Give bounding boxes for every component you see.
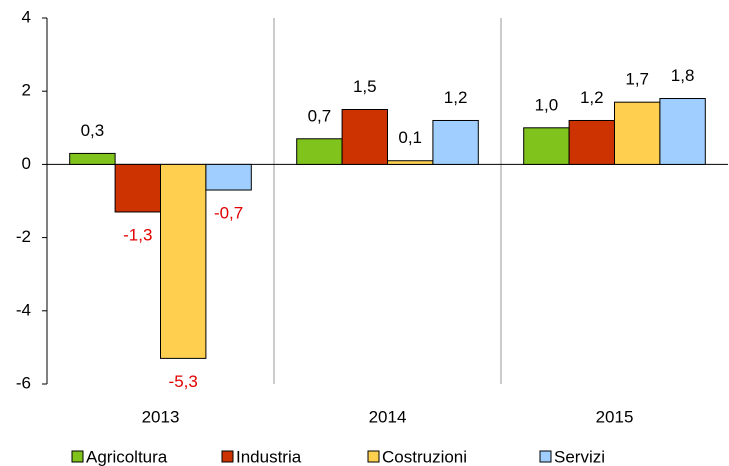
- y-tick-label: -6: [16, 373, 31, 392]
- legend-swatch: [539, 450, 552, 463]
- bar: [114, 163, 161, 213]
- value-label: -0,7: [214, 204, 243, 223]
- legend-label: Agricoltura: [86, 447, 168, 466]
- legend-swatch: [221, 450, 234, 463]
- value-label: 1,7: [625, 70, 649, 89]
- bar: [614, 101, 661, 165]
- legend-swatch: [367, 450, 380, 463]
- value-label: 1,2: [444, 88, 468, 107]
- value-label: 1,8: [671, 66, 695, 85]
- value-label: 1,0: [535, 95, 559, 114]
- x-tick-label: 2015: [596, 407, 634, 426]
- legend-swatch: [71, 450, 84, 463]
- bar: [387, 160, 434, 165]
- y-tick-label: 0: [22, 154, 31, 173]
- bar: [568, 119, 615, 165]
- legend-label: Servizi: [554, 447, 605, 466]
- bar: [523, 127, 570, 165]
- legend-label: Costruzioni: [382, 447, 467, 466]
- y-tick-label: -2: [16, 227, 31, 246]
- y-tick-label: 4: [22, 7, 31, 26]
- bar: [659, 98, 706, 165]
- value-label: -1,3: [123, 225, 152, 244]
- bar: [432, 119, 479, 165]
- y-tick-label: 2: [22, 81, 31, 100]
- bar: [341, 109, 389, 165]
- value-label: 0,3: [81, 121, 105, 140]
- bar: [160, 163, 207, 359]
- value-label: 0,7: [308, 106, 332, 125]
- value-label: 0,1: [398, 128, 422, 147]
- value-label: 1,5: [353, 77, 377, 96]
- y-tick-label: -4: [16, 300, 31, 319]
- bar: [296, 138, 343, 165]
- legend-label: Industria: [236, 447, 302, 466]
- x-tick-label: 2013: [142, 407, 180, 426]
- bar: [205, 163, 252, 191]
- value-label: -5,3: [169, 372, 198, 391]
- x-tick-label: 2014: [369, 407, 407, 426]
- value-label: 1,2: [580, 88, 604, 107]
- bar: [69, 152, 116, 165]
